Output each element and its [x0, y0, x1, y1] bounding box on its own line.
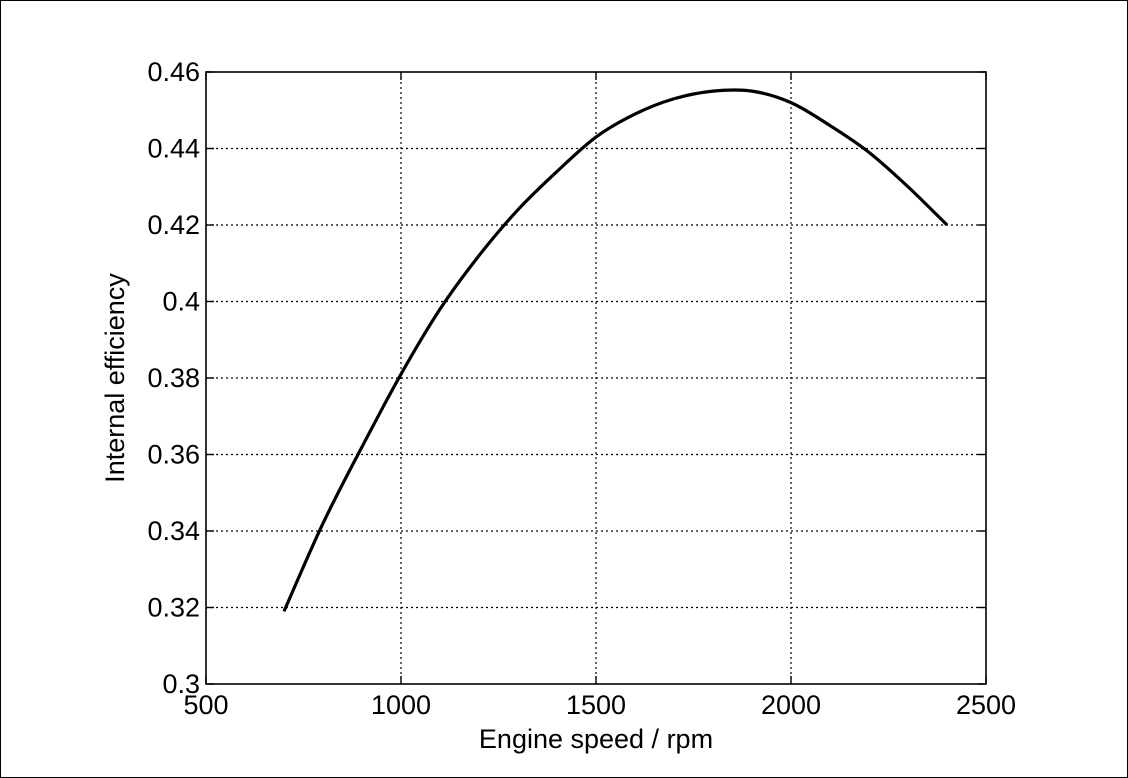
y-tick-label: 0.3 [162, 669, 200, 699]
y-tick-label: 0.36 [147, 440, 200, 470]
grid [206, 72, 986, 684]
x-tick-label: 2000 [761, 690, 821, 720]
x-tick-label: 2500 [956, 690, 1016, 720]
ticks [205, 71, 987, 685]
y-tick-label: 0.38 [147, 363, 200, 393]
x-axis-label: Engine speed / rpm [479, 724, 713, 754]
efficiency-line [282, 88, 949, 612]
y-tick-label: 0.4 [162, 287, 200, 317]
y-tick-labels: 0.3 0.32 0.34 0.36 0.38 0.4 0.42 0.44 0.46 [147, 57, 200, 699]
y-tick-label: 0.44 [147, 134, 200, 164]
x-tick-labels: 500 1000 1500 2000 2500 [183, 690, 1016, 720]
y-tick-label: 0.34 [147, 516, 200, 546]
x-tick-label: 1500 [566, 690, 626, 720]
y-tick-label: 0.42 [147, 210, 200, 240]
x-tick-label: 1000 [371, 690, 431, 720]
x-tick-label: 500 [183, 690, 228, 720]
y-tick-label: 0.32 [147, 593, 200, 623]
y-tick-label: 0.46 [147, 57, 200, 87]
series-group [282, 88, 949, 612]
y-axis-label: Internal efficiency [100, 273, 130, 483]
